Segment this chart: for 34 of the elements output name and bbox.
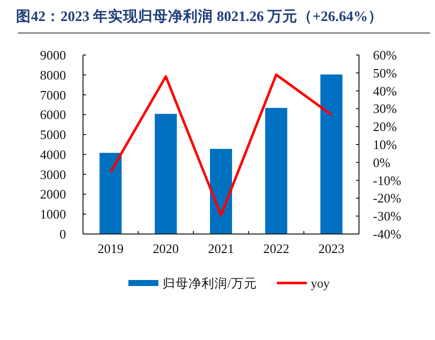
y2-tick-label: -10% bbox=[373, 172, 402, 188]
x-tick-label: 2022 bbox=[263, 241, 290, 256]
y2-tick-label: 40% bbox=[373, 83, 397, 98]
bar bbox=[320, 74, 342, 234]
y2-tick-label: -30% bbox=[373, 208, 402, 224]
y2-tick-label: 10% bbox=[373, 137, 397, 152]
y-tick-label: 8000 bbox=[40, 67, 66, 82]
y-tick-label: 0 bbox=[60, 226, 66, 242]
y2-tick-label: 60% bbox=[373, 48, 397, 62]
y-tick-label: 2000 bbox=[40, 186, 66, 202]
y-tick-label: 7000 bbox=[40, 87, 66, 102]
chart-title: 图42：2023 年实现归母净利润 8021.26 万元（+26.64%） bbox=[16, 7, 383, 25]
x-tick-label: 2023 bbox=[318, 241, 344, 256]
bar bbox=[265, 108, 288, 234]
x-tick-label: 2019 bbox=[98, 241, 124, 256]
y2-tick-label: -40% bbox=[373, 226, 402, 242]
bar bbox=[100, 152, 122, 234]
y2-tick-label: 20% bbox=[373, 119, 397, 134]
legend-label: yoy bbox=[310, 276, 330, 290]
y2-tick-label: 50% bbox=[373, 65, 397, 80]
y2-tick-label: 30% bbox=[373, 101, 397, 116]
x-tick-label: 2021 bbox=[208, 241, 234, 256]
y2-tick-label: -20% bbox=[373, 190, 402, 206]
y-tick-label: 9000 bbox=[40, 48, 66, 62]
bar bbox=[154, 114, 177, 234]
y2-tick-label: 0% bbox=[373, 154, 390, 170]
y-tick-label: 1000 bbox=[40, 206, 66, 222]
y-tick-label: 3000 bbox=[40, 166, 66, 182]
y-tick-label: 6000 bbox=[40, 107, 66, 122]
y-tick-label: 5000 bbox=[40, 127, 66, 142]
x-tick-label: 2020 bbox=[152, 241, 179, 256]
bar bbox=[210, 148, 232, 234]
y-tick-label: 4000 bbox=[40, 146, 66, 162]
legend-label: 归母净利润/万元 bbox=[162, 276, 257, 290]
